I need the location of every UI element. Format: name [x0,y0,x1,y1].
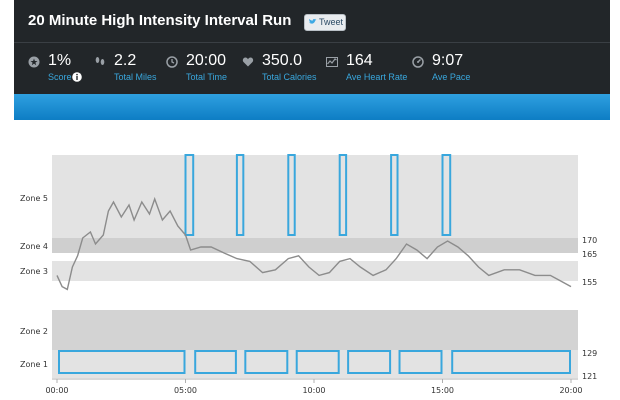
low-interval-block [398,350,443,374]
low-interval-block [244,350,289,374]
right-tick-label: 121 [582,372,597,381]
low-interval-block [451,350,571,374]
x-tick-label: 10:00 [302,386,325,395]
right-tick-label: 129 [582,349,597,358]
gauge-icon [412,56,424,68]
x-tick-label: 15:00 [431,386,454,395]
page-title: 20 Minute High Intensity Interval Run [28,12,292,29]
zone-3-label: Zone 3 [20,267,48,276]
zone-3-band [52,261,578,281]
high-interval-block [184,154,195,236]
x-tick-label: 00:00 [45,386,68,395]
info-icon[interactable] [72,72,82,82]
zone-2-label: Zone 2 [20,327,48,336]
low-interval-block [194,350,237,374]
heart-rate-chart: Zone 5 Zone 4 Zone 3 Zone 2 Zone 1 170 1… [20,154,597,395]
high-interval-block [287,154,296,236]
heart-rate-chart-icon [326,57,338,67]
stat-label: Ave Pace [432,72,471,82]
stat-label: Score [48,72,72,82]
section-divider-band [14,94,610,120]
stat-value: 20:00 [186,52,227,69]
star-icon [28,56,40,68]
zone-5-label: Zone 5 [20,194,48,203]
stat-value: 2.2 [114,52,137,69]
right-tick-label: 155 [582,278,597,287]
workout-header: 20 Minute High Intensity Interval Run Tw… [14,0,610,94]
right-tick-label: 170 [582,236,597,245]
zone-gap [52,253,578,261]
stat-label: Total Calories [262,72,317,82]
high-interval-block [235,154,245,236]
zone-1-label: Zone 1 [20,360,48,369]
clock-icon [166,56,178,68]
stat-label: Total Time [186,72,228,82]
stat-value: 1% [48,52,72,69]
zone-4-band [52,238,578,253]
heart-rate-line [56,196,572,291]
stat-label: Total Miles [114,72,157,82]
x-tick-label: 05:00 [174,386,197,395]
twitter-bird-icon [308,18,317,24]
zone-2-band [52,310,578,350]
footprints-icon [95,57,105,65]
high-interval-block [390,154,399,236]
heart-icon [242,57,254,67]
stat-value: 9:07 [432,52,464,69]
stat-value: 164 [346,52,373,69]
high-interval-block [441,154,452,236]
low-interval-block [295,350,340,374]
tweet-button[interactable]: Tweet [304,14,346,31]
header-divider [14,42,610,43]
right-tick-label: 165 [582,250,597,259]
zone-4-label: Zone 4 [20,242,48,251]
stat-value: 350.0 [262,52,303,69]
low-interval-block [58,350,186,374]
stat-label: Ave Heart Rate [346,72,408,82]
x-tick-label: 20:00 [559,386,582,395]
tweet-label: Tweet [319,17,344,27]
low-interval-block [347,350,392,374]
high-interval-block [338,154,348,236]
zone-5-band [52,155,578,238]
